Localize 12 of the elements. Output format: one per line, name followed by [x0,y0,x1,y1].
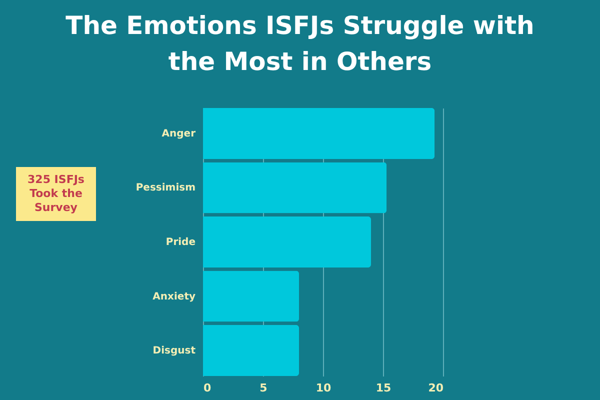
y-tick-label: Anxiety [152,291,196,302]
x-tick-label: 0 [204,382,212,394]
chart-title: The Emotions ISFJs Struggle with the Most in Others [64,10,536,78]
y-tick-label: Disgust [152,346,196,356]
x-tick-label: 20 [428,382,444,394]
y-tick-label: Pride [166,237,196,248]
x-tick-label: 5 [260,382,268,394]
text: 325 ISFJs Took the Survey [16,167,96,221]
y-tick-label: Anger [162,128,196,140]
x-tick-label: 15 [376,382,392,394]
x-tick-label: 10 [316,382,332,394]
y-tick-label: Pessimism [136,182,196,194]
